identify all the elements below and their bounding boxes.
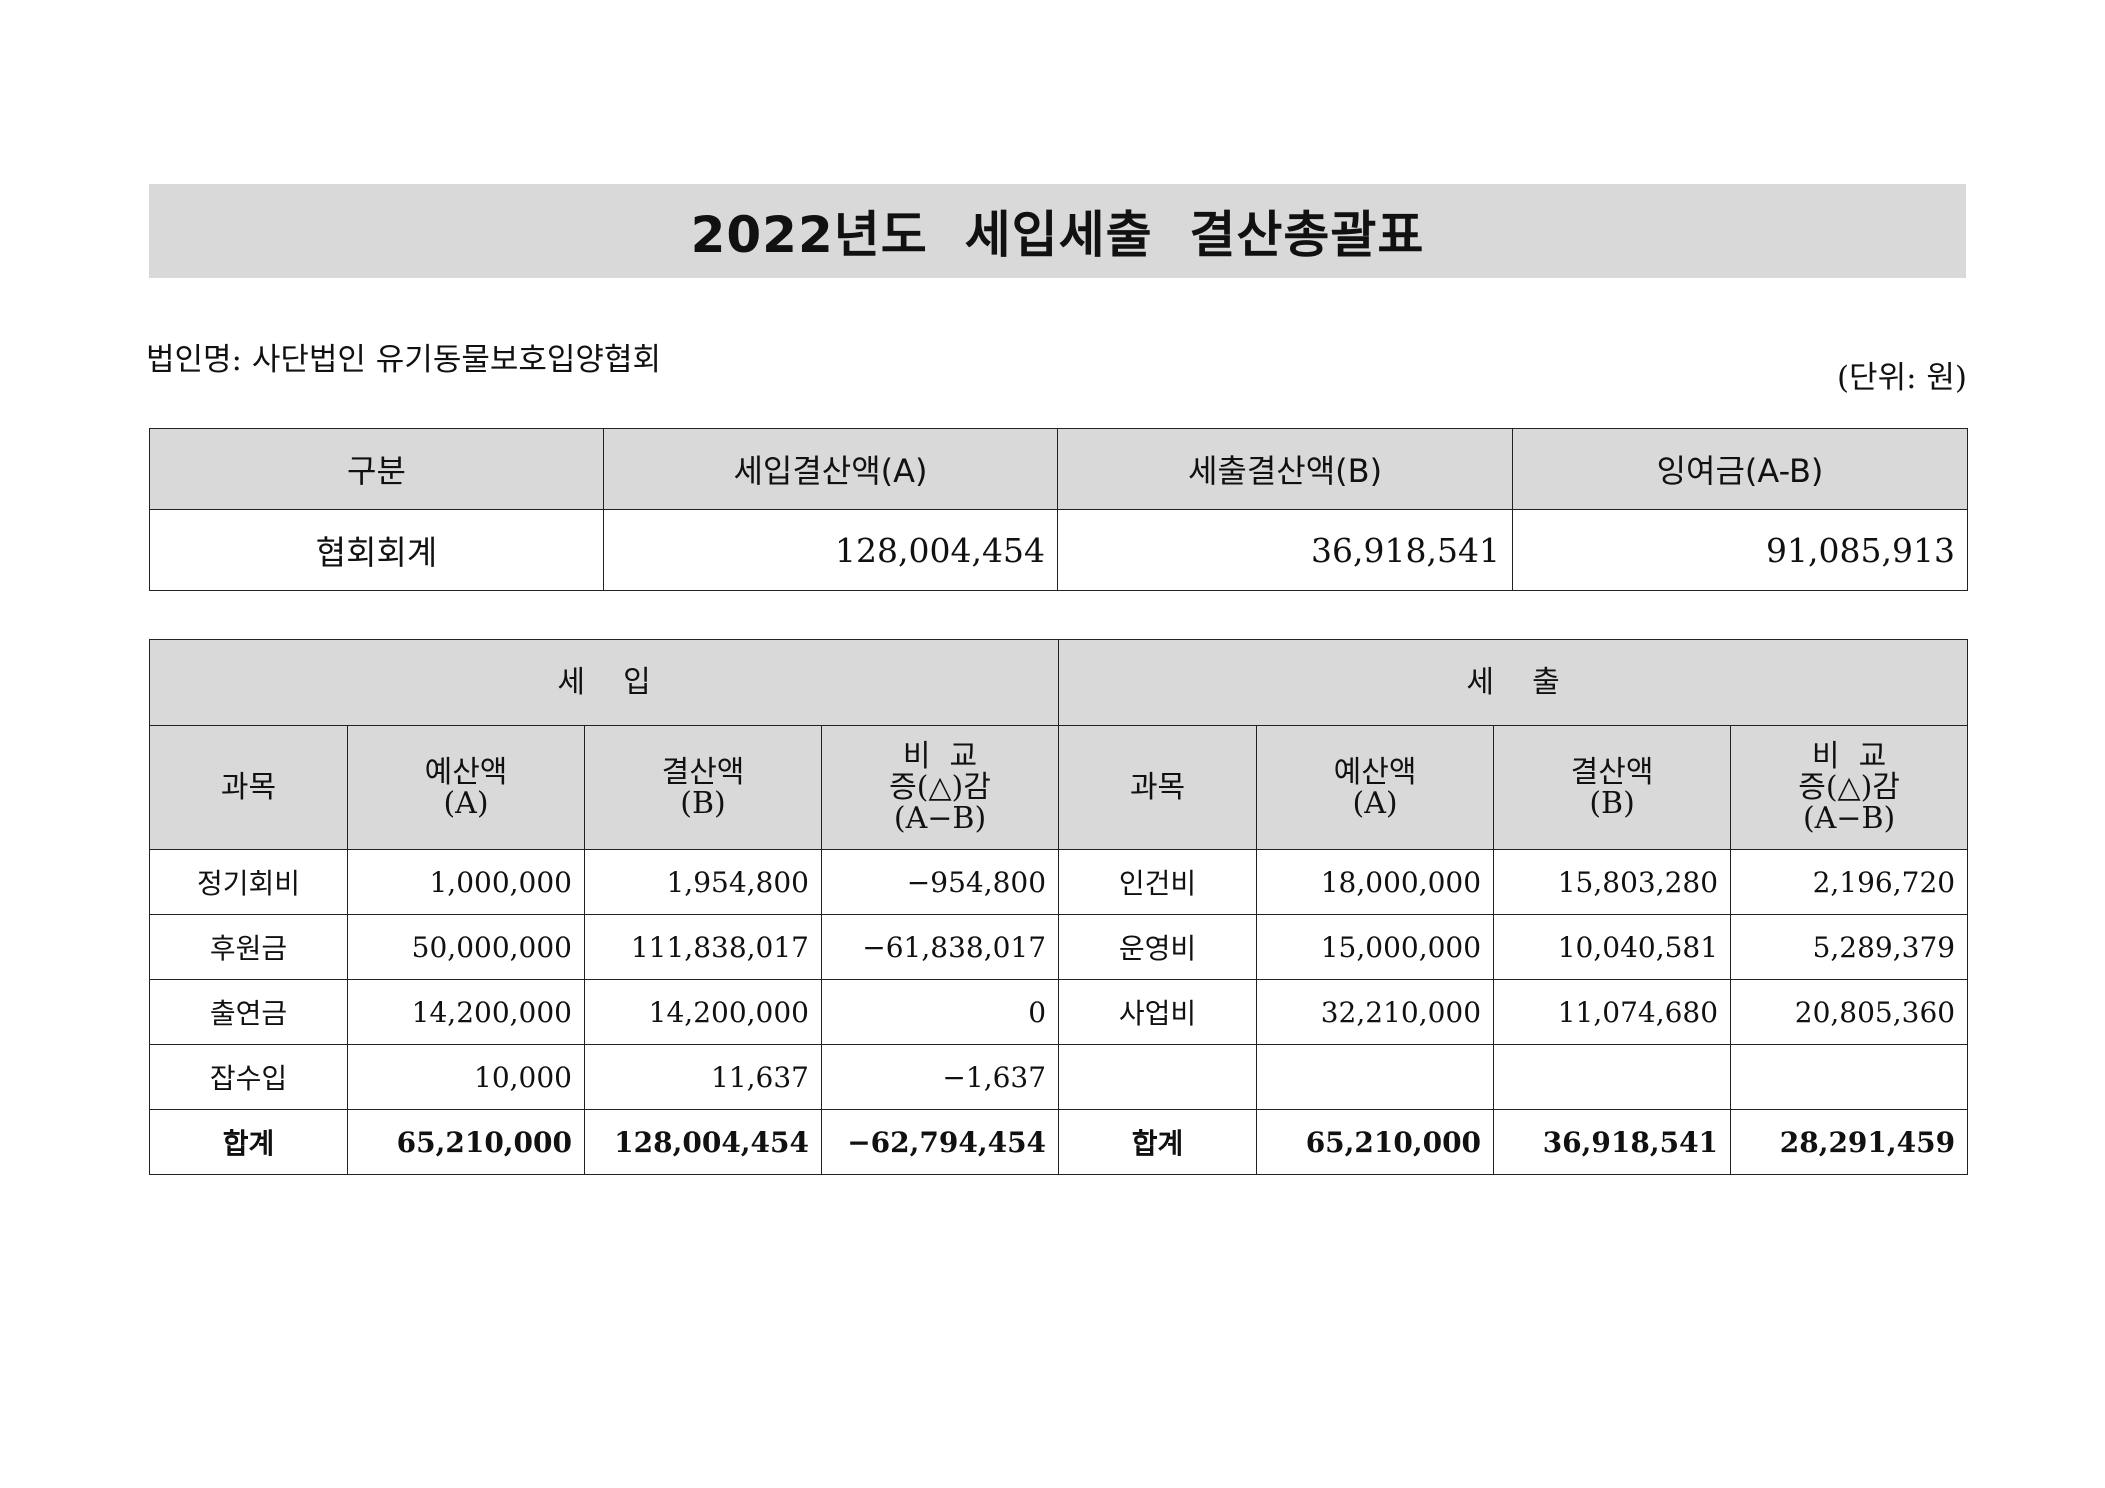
expenditure-budget — [1256, 1044, 1495, 1110]
settled-header-line1: 결산액 — [1570, 754, 1654, 790]
summary-header-surplus: 잉여금(A-B) — [1512, 428, 1968, 510]
expenditure-compare-header: 비 교 증(△)감 (A−B) — [1730, 725, 1969, 850]
expenditure-budget: 18,000,000 — [1256, 849, 1495, 915]
summary-header-revenue: 세입결산액(A) — [603, 428, 1058, 510]
budget-header-line2: (A) — [1352, 785, 1398, 821]
revenue-diff: −954,800 — [820, 849, 1060, 915]
unit-label: (단위: 원) — [1836, 360, 1967, 396]
table-row: 후원금 50,000,000 111,838,017 −61,838,017 운… — [149, 914, 1969, 980]
table-row: 출연금 14,200,000 14,200,000 0 사업비 32,210,0… — [149, 979, 1969, 1045]
expenditure-subject: 사업비 — [1058, 979, 1258, 1045]
expenditure-settled-header: 결산액 (B) — [1493, 725, 1732, 850]
revenue-settled: 11,637 — [584, 1044, 822, 1110]
expenditure-section-header: 세 출 — [1058, 639, 1969, 726]
expenditure-budget-header: 예산액 (A) — [1256, 725, 1495, 850]
summary-category: 협회회계 — [149, 509, 604, 591]
total-row: 합계 65,210,000 128,004,454 −62,794,454 합계… — [149, 1109, 1969, 1175]
page-title: 2022년도 세입세출 결산총괄표 — [690, 206, 1425, 264]
revenue-budget: 1,000,000 — [347, 849, 585, 915]
expenditure-total-settled: 36,918,541 — [1493, 1109, 1732, 1175]
expenditure-budget: 32,210,000 — [1256, 979, 1495, 1045]
summary-expenditure: 36,918,541 — [1057, 509, 1513, 591]
settled-header-line1: 결산액 — [661, 754, 745, 790]
revenue-total-label: 합계 — [149, 1109, 348, 1175]
revenue-diff: −61,838,017 — [820, 914, 1060, 980]
revenue-subject: 정기회비 — [149, 849, 348, 915]
expenditure-settled: 15,803,280 — [1493, 849, 1732, 915]
revenue-budget: 14,200,000 — [347, 979, 585, 1045]
revenue-section-header: 세 입 — [148, 639, 1060, 726]
revenue-subject-header: 과목 — [149, 725, 348, 850]
expenditure-settled — [1493, 1044, 1732, 1110]
settled-header-line2: (B) — [1589, 785, 1635, 821]
expenditure-diff — [1730, 1044, 1969, 1110]
revenue-budget-header: 예산액 (A) — [347, 725, 585, 850]
summary-header-category: 구분 — [149, 428, 604, 510]
compare-header-line3: (A−B) — [1802, 801, 1896, 836]
expenditure-diff: 5,289,379 — [1730, 914, 1969, 980]
expenditure-total-label: 합계 — [1058, 1109, 1258, 1175]
revenue-total-budget: 65,210,000 — [347, 1109, 585, 1175]
detail-group-header-row: 세 입 세 출 — [148, 639, 1969, 726]
table-row: 정기회비 1,000,000 1,954,800 −954,800 인건비 18… — [149, 849, 1969, 915]
revenue-settled: 1,954,800 — [584, 849, 822, 915]
expenditure-total-budget: 65,210,000 — [1256, 1109, 1495, 1175]
budget-header-line2: (A) — [443, 785, 489, 821]
revenue-total-settled: 128,004,454 — [584, 1109, 822, 1175]
table-row: 잡수입 10,000 11,637 −1,637 — [149, 1044, 1969, 1110]
expenditure-subject — [1058, 1044, 1258, 1110]
expenditure-subject-header: 과목 — [1058, 725, 1258, 850]
expenditure-settled: 10,040,581 — [1493, 914, 1732, 980]
summary-row: 협회회계 128,004,454 36,918,541 91,085,913 — [149, 509, 1968, 591]
revenue-diff: 0 — [820, 979, 1060, 1045]
summary-header-row: 구분 세입결산액(A) 세출결산액(B) 잉여금(A-B) — [149, 428, 1968, 510]
revenue-budget: 10,000 — [347, 1044, 585, 1110]
budget-header-line1: 예산액 — [424, 754, 508, 790]
expenditure-total-diff: 28,291,459 — [1730, 1109, 1969, 1175]
revenue-diff: −1,637 — [820, 1044, 1060, 1110]
compare-header-line1: 비 교 — [902, 739, 978, 774]
title-bar: 2022년도 세입세출 결산총괄표 — [149, 184, 1966, 278]
summary-header-expenditure: 세출결산액(B) — [1057, 428, 1513, 510]
revenue-budget: 50,000,000 — [347, 914, 585, 980]
summary-table: 구분 세입결산액(A) 세출결산액(B) 잉여금(A-B) 협회회계 128,0… — [149, 428, 1968, 591]
compare-header-line1: 비 교 — [1811, 739, 1887, 774]
revenue-subject: 후원금 — [149, 914, 348, 980]
detail-table: 세 입 세 출 과목 예산액 (A) 결산액 (B) 비 교 증(△)감 (A−… — [148, 639, 1969, 1175]
summary-revenue: 128,004,454 — [603, 509, 1058, 591]
revenue-settled: 111,838,017 — [584, 914, 822, 980]
revenue-settled-header: 결산액 (B) — [584, 725, 822, 850]
revenue-settled: 14,200,000 — [584, 979, 822, 1045]
expenditure-diff: 20,805,360 — [1730, 979, 1969, 1045]
budget-header-line1: 예산액 — [1333, 754, 1417, 790]
compare-header-line2: 증(△)감 — [1798, 770, 1900, 805]
revenue-total-diff: −62,794,454 — [820, 1109, 1060, 1175]
compare-header-line2: 증(△)감 — [889, 770, 991, 805]
expenditure-settled: 11,074,680 — [1493, 979, 1732, 1045]
expenditure-subject: 인건비 — [1058, 849, 1258, 915]
corporation-name: 법인명: 사단법인 유기동물보호입양협회 — [146, 342, 661, 378]
expenditure-subject: 운영비 — [1058, 914, 1258, 980]
revenue-compare-header: 비 교 증(△)감 (A−B) — [820, 725, 1060, 850]
detail-column-header-row: 과목 예산액 (A) 결산액 (B) 비 교 증(△)감 (A−B) 과목 예산… — [149, 725, 1969, 850]
summary-surplus: 91,085,913 — [1512, 509, 1968, 591]
revenue-subject: 잡수입 — [149, 1044, 348, 1110]
settled-header-line2: (B) — [680, 785, 726, 821]
compare-header-line3: (A−B) — [893, 801, 987, 836]
expenditure-diff: 2,196,720 — [1730, 849, 1969, 915]
revenue-subject: 출연금 — [149, 979, 348, 1045]
expenditure-budget: 15,000,000 — [1256, 914, 1495, 980]
